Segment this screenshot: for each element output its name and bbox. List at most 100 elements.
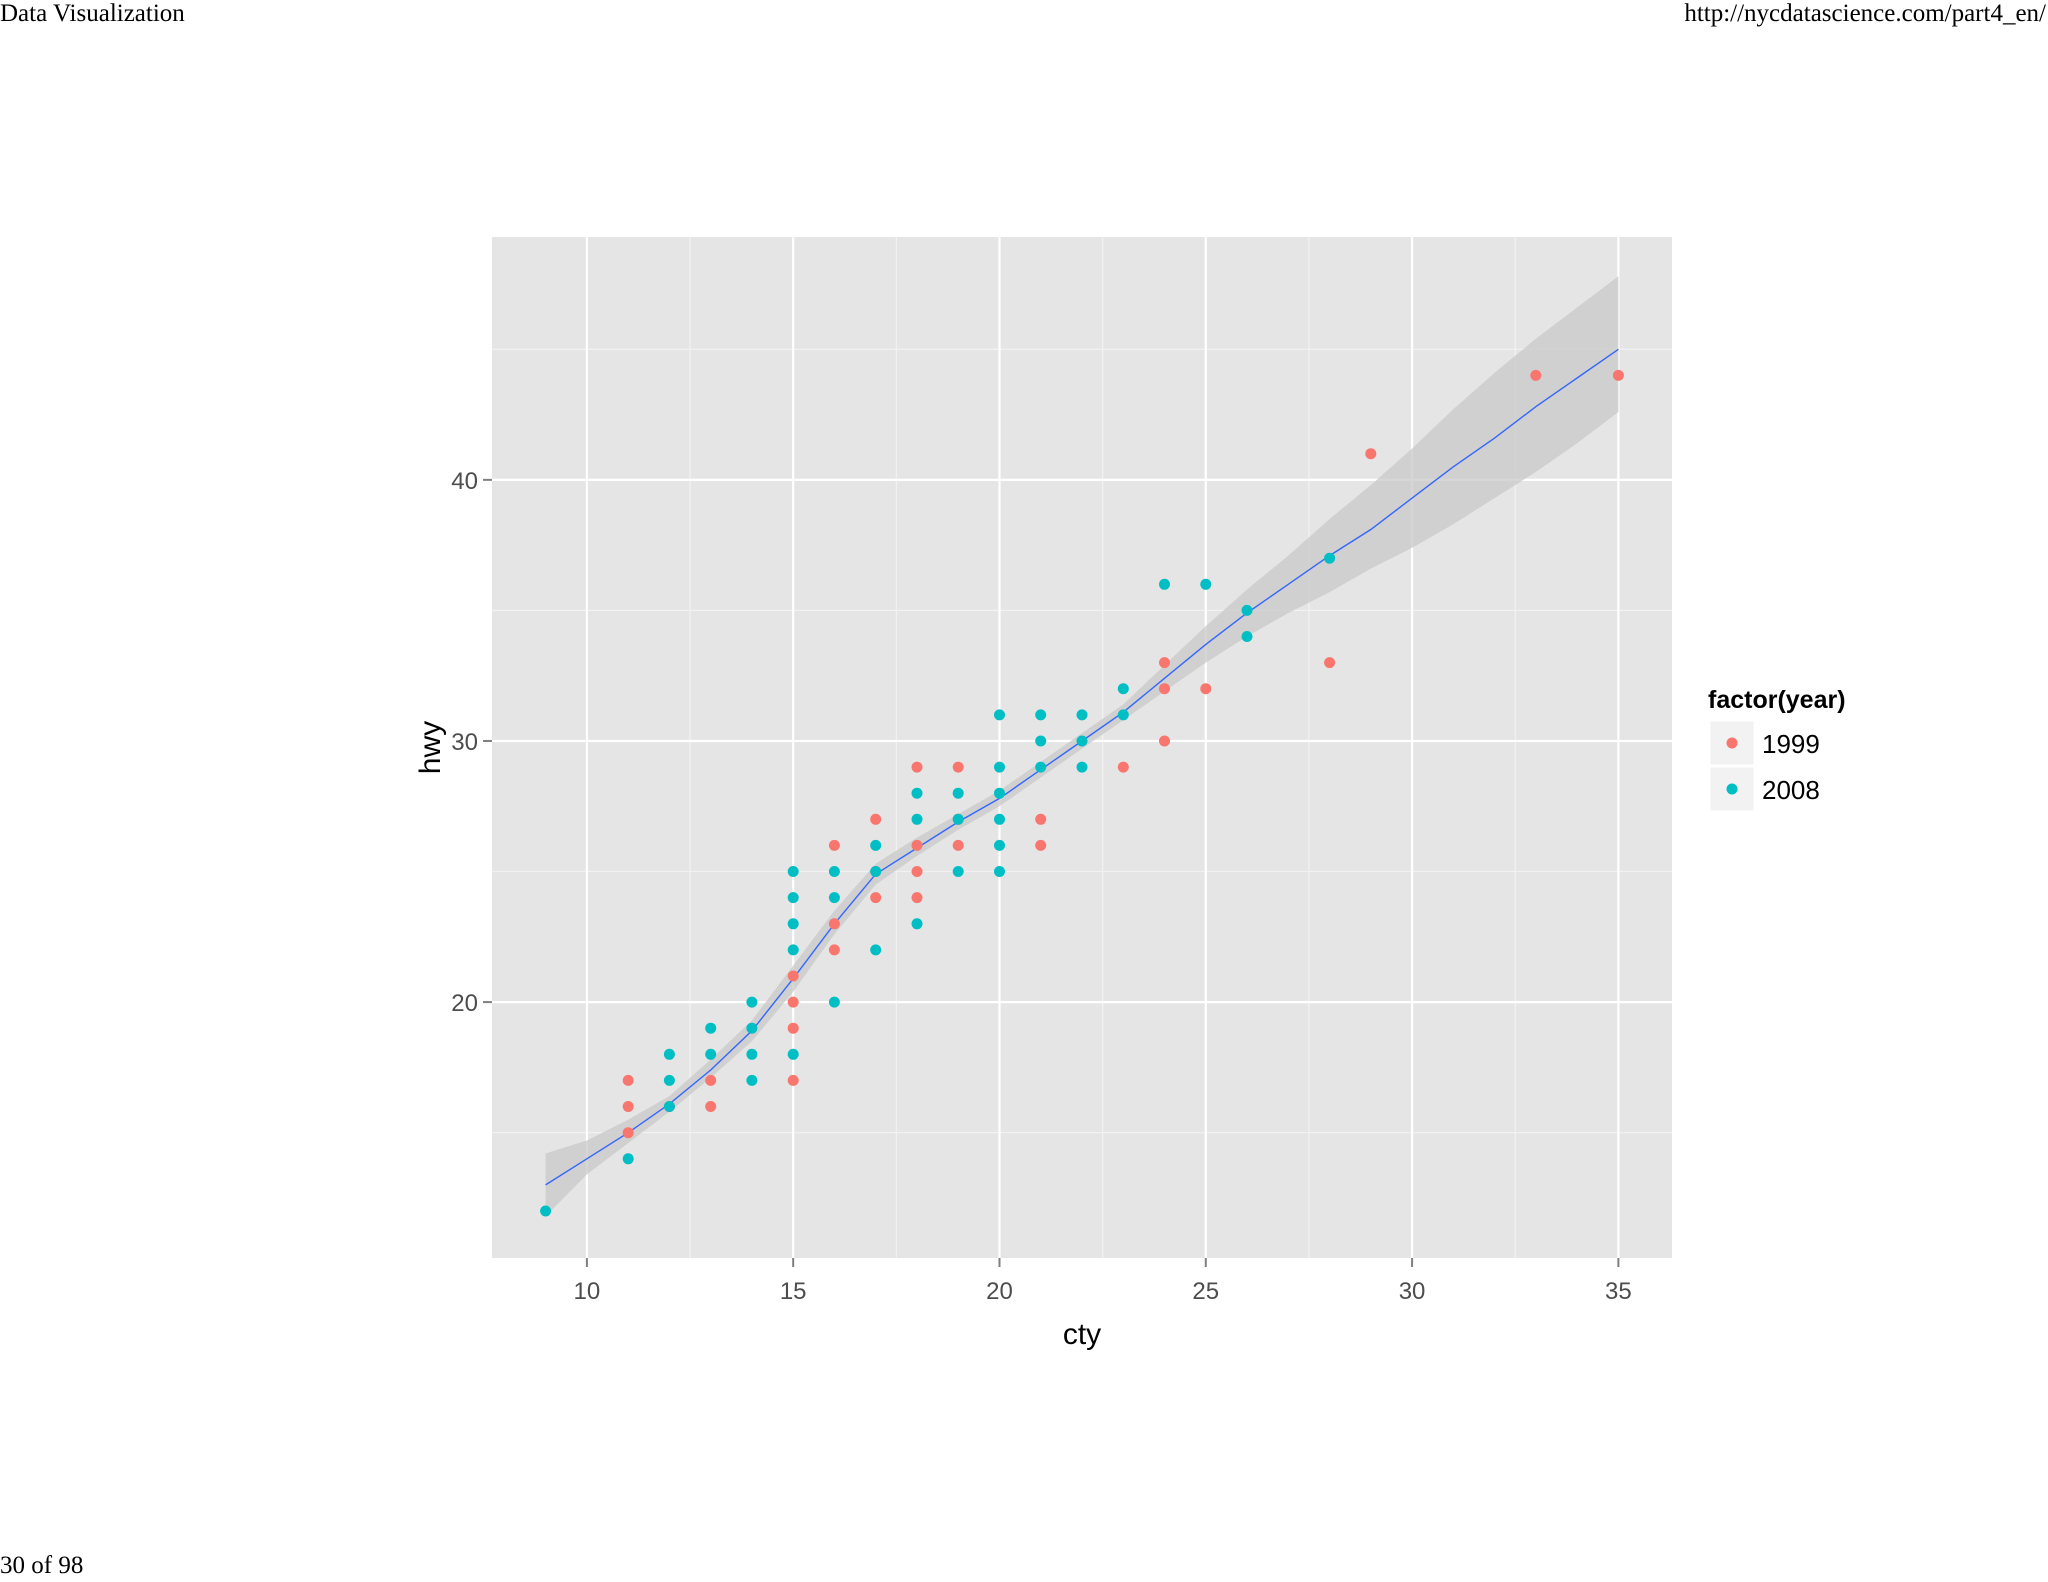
data-point-2008 <box>1159 578 1170 590</box>
legend-title: factor(year) <box>1708 686 1846 714</box>
data-point-1999 <box>787 1022 799 1034</box>
data-point-1999 <box>828 918 840 930</box>
data-point-1999 <box>911 866 923 877</box>
legend-label-2008: 2008 <box>1762 775 1820 805</box>
data-point-2008 <box>787 866 799 877</box>
data-point-1999 <box>1035 839 1047 851</box>
data-point-2008 <box>746 1048 758 1060</box>
data-point-2008 <box>663 1048 675 1060</box>
y-tick-label: 30 <box>451 729 478 756</box>
data-point-2008 <box>540 1205 552 1217</box>
legend-swatch-2008 <box>1726 783 1738 795</box>
data-point-1999 <box>1035 813 1047 825</box>
data-point-2008 <box>952 813 964 825</box>
data-point-1999 <box>952 761 964 773</box>
data-point-2008 <box>1076 735 1088 747</box>
x-tick-label: 20 <box>986 1278 1013 1305</box>
data-point-2008 <box>828 866 840 877</box>
data-point-1999 <box>911 839 923 851</box>
x-axis-title: cty <box>1063 1318 1101 1351</box>
x-tick-label: 15 <box>780 1278 807 1305</box>
data-point-2008 <box>705 1048 717 1060</box>
y-axis-title: hwy <box>414 721 447 774</box>
data-point-2008 <box>828 996 840 1008</box>
data-point-2008 <box>746 1074 758 1086</box>
x-tick-label: 10 <box>574 1278 601 1305</box>
data-point-1999 <box>1200 683 1212 695</box>
data-point-2008 <box>994 709 1005 721</box>
data-point-1999 <box>911 761 923 773</box>
data-point-2008 <box>911 918 923 930</box>
data-point-2008 <box>870 839 882 851</box>
page-header-title: Data Visualization <box>0 0 185 27</box>
data-point-2008 <box>994 866 1005 877</box>
legend-swatch-1999 <box>1726 737 1738 749</box>
data-point-2008 <box>787 944 799 956</box>
data-point-1999 <box>870 813 882 825</box>
data-point-2008 <box>663 1074 675 1086</box>
data-point-1999 <box>787 996 799 1008</box>
data-point-2008 <box>1035 761 1047 773</box>
data-point-2008 <box>1241 631 1253 642</box>
data-point-2008 <box>994 761 1005 773</box>
data-point-1999 <box>787 970 799 982</box>
data-point-2008 <box>622 1153 634 1165</box>
points-layer <box>540 369 1624 1217</box>
data-point-2008 <box>1076 761 1088 773</box>
data-point-1999 <box>828 944 840 956</box>
data-point-2008 <box>1035 735 1047 747</box>
data-point-1999 <box>1612 369 1624 381</box>
data-point-2008 <box>663 1101 675 1112</box>
data-point-2008 <box>1324 552 1336 564</box>
axes-layer: 10 15 20 25 30 35 20 30 40 <box>451 468 1631 1305</box>
data-point-2008 <box>994 787 1005 799</box>
data-point-2008 <box>787 892 799 904</box>
data-point-2008 <box>952 787 964 799</box>
data-point-2008 <box>911 813 923 825</box>
data-point-2008 <box>787 918 799 930</box>
data-point-2008 <box>1117 683 1129 695</box>
data-point-2008 <box>952 866 964 877</box>
data-point-2008 <box>870 944 882 956</box>
data-point-2008 <box>1117 709 1129 721</box>
data-point-2008 <box>870 866 882 877</box>
page-footer-pagination: 30 of 98 <box>0 1552 84 1579</box>
x-tick-label: 35 <box>1605 1278 1632 1305</box>
data-point-1999 <box>705 1101 717 1112</box>
data-point-1999 <box>622 1074 634 1086</box>
data-point-1999 <box>1530 369 1542 381</box>
data-point-1999 <box>952 839 964 851</box>
data-point-2008 <box>1035 709 1047 721</box>
y-tick-label: 20 <box>451 990 478 1017</box>
data-point-2008 <box>828 892 840 904</box>
x-tick-label: 30 <box>1399 1278 1426 1305</box>
data-point-1999 <box>911 892 923 904</box>
data-point-2008 <box>994 813 1005 825</box>
data-point-2008 <box>746 1022 758 1034</box>
data-point-1999 <box>1324 657 1336 669</box>
data-point-2008 <box>994 839 1005 851</box>
data-point-1999 <box>1117 761 1129 773</box>
legend: factor(year) 1999 2008 <box>1708 686 1846 812</box>
x-tick-label: 25 <box>1192 1278 1219 1305</box>
data-point-2008 <box>1200 578 1212 590</box>
data-point-2008 <box>911 787 923 799</box>
data-point-1999 <box>1159 683 1170 695</box>
data-point-1999 <box>705 1074 717 1086</box>
data-point-2008 <box>1076 709 1088 721</box>
data-point-1999 <box>787 1074 799 1086</box>
data-point-2008 <box>705 1022 717 1034</box>
data-point-1999 <box>1159 735 1170 747</box>
data-point-2008 <box>746 996 758 1008</box>
page-header-url: http://nycdatascience.com/part4_en/ <box>1684 0 2046 27</box>
data-point-1999 <box>622 1101 634 1112</box>
y-tick-label: 40 <box>451 468 478 495</box>
legend-label-1999: 1999 <box>1762 729 1820 759</box>
data-point-2008 <box>1241 604 1253 616</box>
data-point-1999 <box>1365 448 1377 460</box>
data-point-2008 <box>787 1048 799 1060</box>
data-point-1999 <box>1159 657 1170 669</box>
data-point-1999 <box>622 1127 634 1139</box>
data-point-1999 <box>870 892 882 904</box>
